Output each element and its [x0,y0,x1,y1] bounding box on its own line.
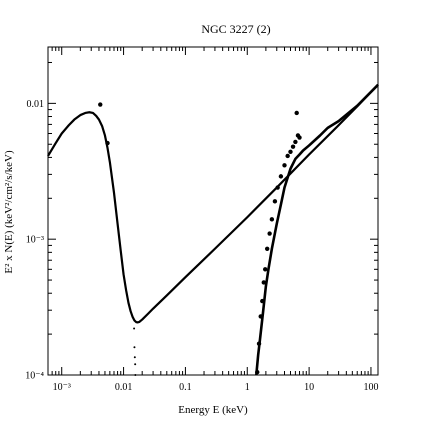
dotted-drop-point [134,363,137,366]
data-point [261,280,266,285]
data-point [282,163,287,168]
y-tick-label: 0.01 [27,99,45,110]
x-tick-label: 100 [363,382,378,393]
data-point [290,144,296,149]
x-tick-label: 1 [245,382,250,393]
data-series [47,83,379,376]
x-tick-label: 0.1 [179,382,192,393]
y-tick-label: 10⁻⁴ [25,371,44,382]
dotted-drop-point [134,374,137,376]
data-point [272,199,278,204]
chart-title: NGC 3227 (2) [201,22,270,36]
data-point [288,149,293,154]
data-point [275,185,280,190]
data-point [255,369,260,375]
axis-ticks [47,47,378,376]
y-axis-label: E² x N(E) (keV²/cm²/s/keV) [3,150,15,274]
x-tick-label: 10⁻³ [53,382,71,393]
absorbed-curve [255,83,379,376]
data-point [297,135,302,140]
x-axis-label: Energy E (keV) [178,404,248,416]
plot-frame [47,46,379,376]
data-point [294,110,299,116]
dotted-drop-point [133,327,136,330]
data-point [260,298,265,304]
data-point [262,267,268,272]
data-point [264,246,270,251]
data-point [269,217,275,222]
data-point [285,153,290,159]
data-point [105,140,110,146]
axis-tick-labels: 10⁻³ 0.01 0.1 1 10 100 10⁻⁴ 10⁻³ 0.01 [25,99,378,393]
data-point [267,231,272,236]
dotted-drop-point [133,346,136,349]
data-point [256,341,262,346]
y-tick-label: 10⁻³ [26,235,44,246]
data-point [278,174,284,179]
x-tick-label: 0.01 [115,382,133,393]
data-point [293,139,298,145]
model-curve [47,84,379,324]
x-tick-label: 10 [304,382,314,393]
data-point [98,102,103,107]
data-point [258,314,263,319]
dotted-drop-point [133,356,136,359]
